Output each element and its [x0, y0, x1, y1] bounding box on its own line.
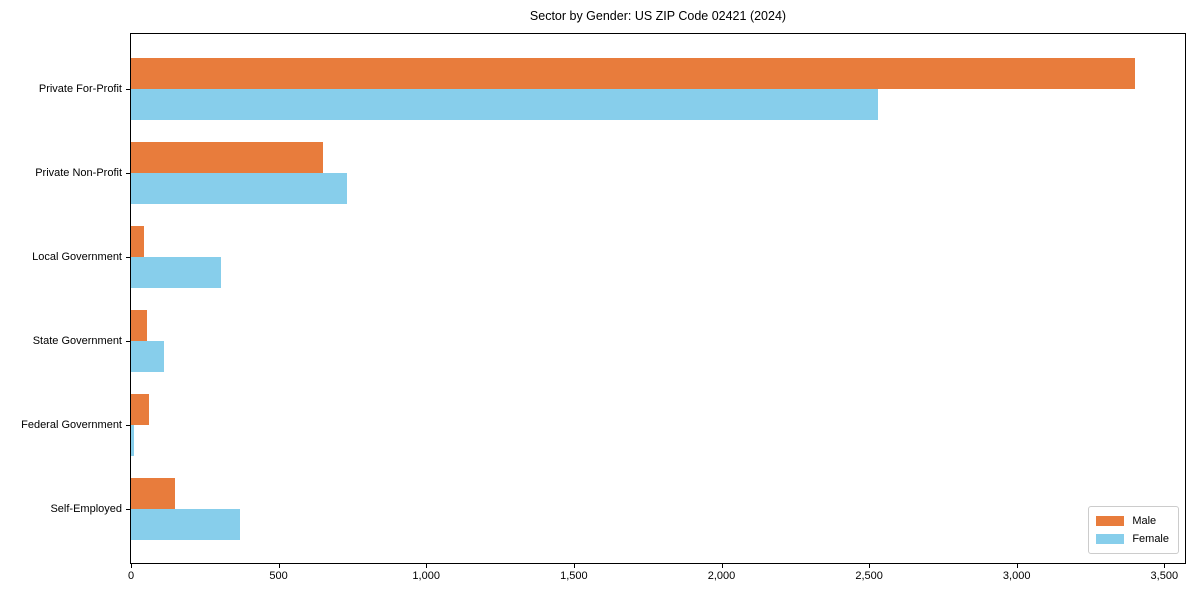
y-axis-tick: [126, 173, 130, 174]
y-axis-label-3: State Government: [32, 335, 122, 347]
x-axis-tick: [869, 564, 871, 568]
legend-label-female: Female: [1132, 533, 1169, 545]
y-axis-label-5: Self-Employed: [50, 503, 122, 515]
x-axis-tick: [721, 564, 723, 568]
bar-male-5: [131, 478, 176, 509]
x-axis-label-4: 2,000: [707, 570, 736, 582]
y-axis-tick: [126, 257, 130, 258]
bar-male-1: [131, 142, 323, 173]
chart-title: Sector by Gender: US ZIP Code 02421 (202…: [529, 9, 787, 23]
x-axis-label-2: 1,000: [412, 570, 440, 582]
y-axis-tick: [126, 509, 130, 510]
y-axis-tick: [126, 425, 130, 426]
plot-area: Male Female: [130, 33, 1186, 564]
legend-swatch-male-icon: [1096, 516, 1125, 526]
bar-male-4: [131, 394, 149, 425]
bar-male-2: [131, 226, 145, 257]
x-axis-tick: [573, 564, 575, 568]
x-axis-label-1: 500: [269, 570, 288, 582]
x-axis-label-3: 1,500: [560, 570, 588, 582]
bar-female-4: [131, 425, 134, 456]
y-axis-tick: [126, 341, 130, 342]
y-axis-label-0: Private For-Profit: [38, 83, 122, 95]
bar-female-0: [131, 89, 878, 120]
legend-label-male: Male: [1132, 515, 1157, 527]
y-axis-label-4: Federal Government: [21, 419, 122, 431]
y-axis-label-1: Private Non-Profit: [35, 167, 122, 179]
bar-female-2: [131, 257, 221, 288]
x-axis-tick: [426, 564, 428, 568]
x-axis-label-5: 2,500: [855, 570, 883, 582]
legend-item-female: Female: [1096, 530, 1169, 548]
x-axis-label-0: 0: [127, 570, 135, 582]
legend-swatch-female-icon: [1096, 534, 1125, 544]
x-axis-label-6: 3,000: [1002, 570, 1031, 582]
x-axis-tick: [1016, 564, 1018, 568]
legend-item-male: Male: [1096, 512, 1169, 530]
bar-female-5: [131, 509, 241, 540]
bar-female-1: [131, 173, 347, 204]
legend: Male Female: [1088, 506, 1179, 554]
y-axis-tick: [126, 89, 130, 90]
bar-male-0: [131, 58, 1135, 89]
x-axis-tick: [131, 564, 132, 568]
y-axis-label-2: Local Government: [32, 251, 122, 263]
bar-female-3: [131, 341, 164, 372]
x-axis-label-7: 3,500: [1150, 570, 1179, 582]
x-axis-tick: [1164, 564, 1166, 568]
bar-male-3: [131, 310, 148, 341]
x-axis-tick: [278, 564, 280, 568]
